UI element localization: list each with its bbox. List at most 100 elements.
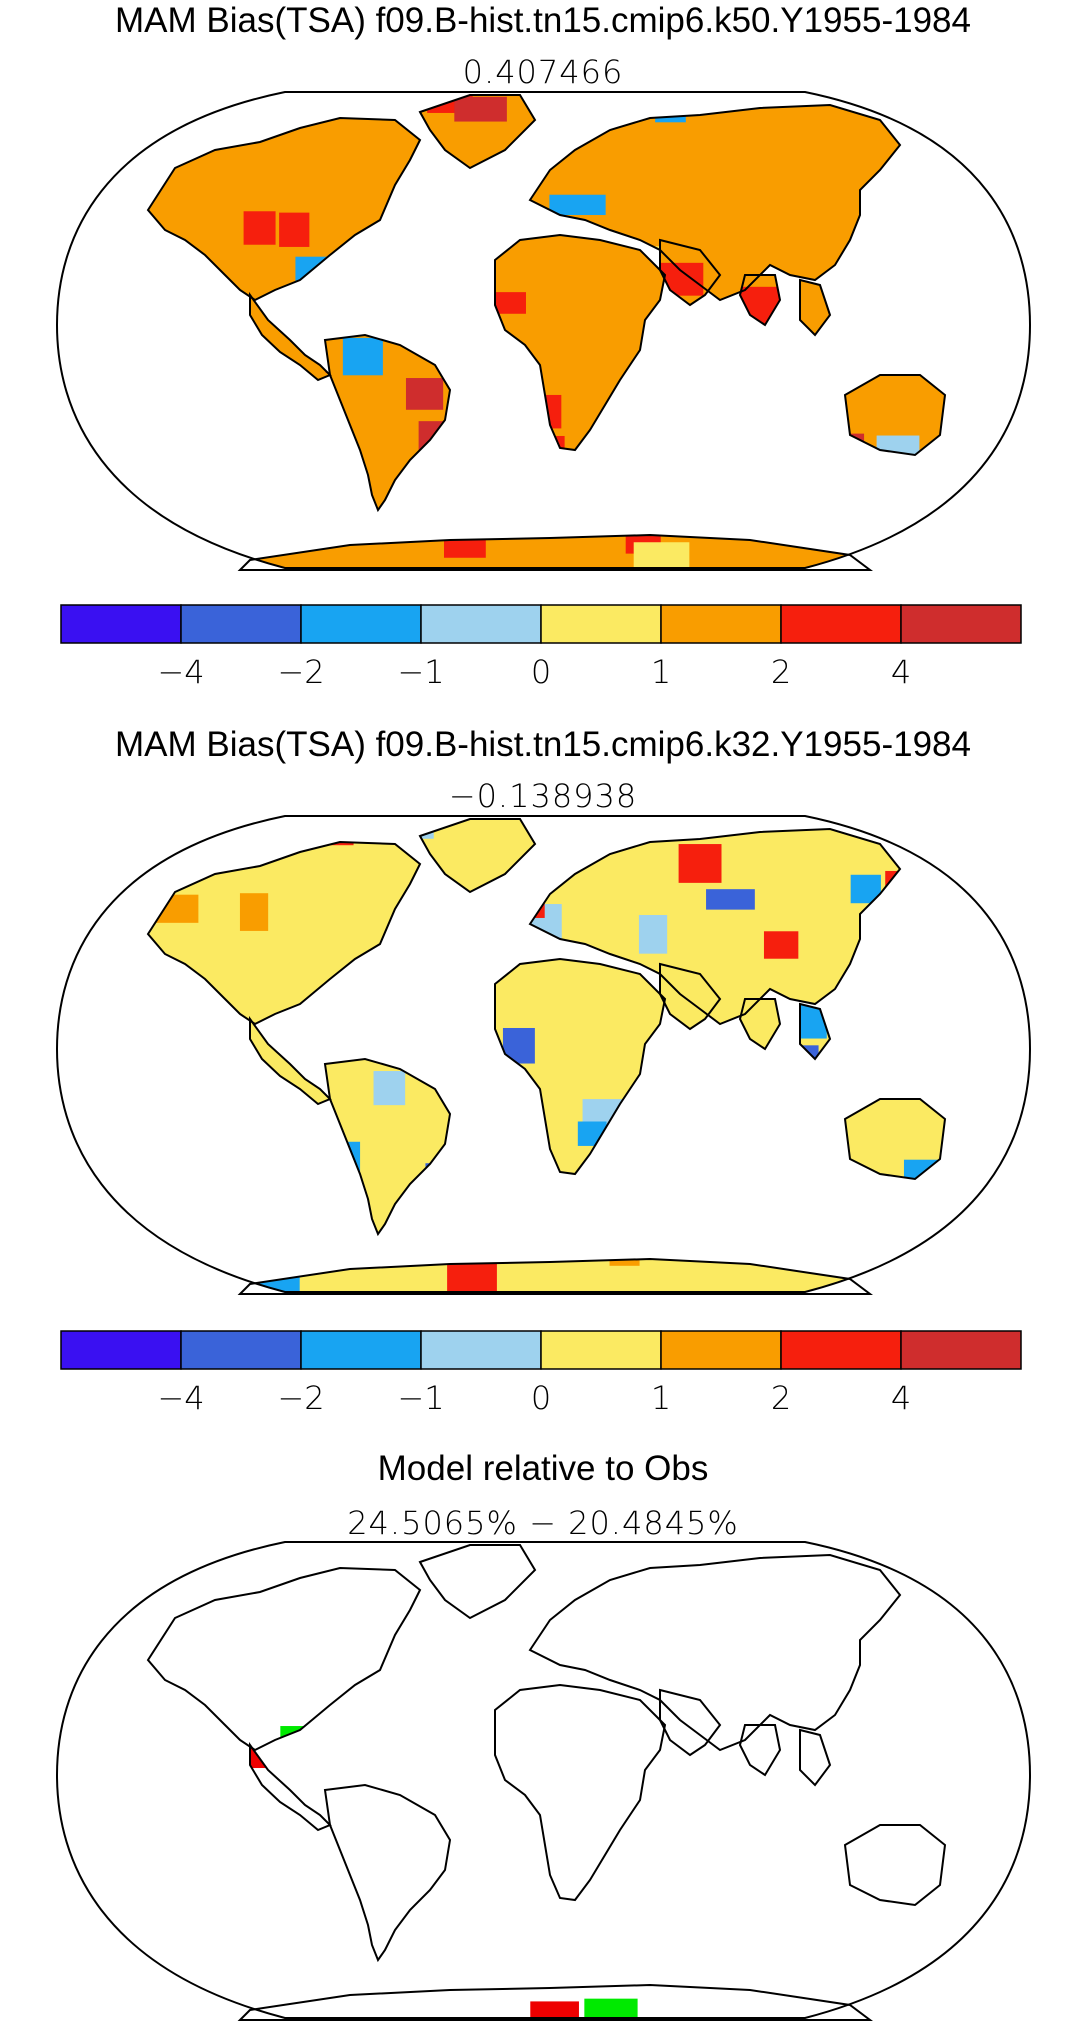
panel-1-colorbar: −4 −2 −1 0 1 2 4 — [60, 604, 1022, 690]
colorbar-swatch — [300, 1330, 422, 1370]
coastline-central-america — [249, 291, 332, 382]
map-frame — [55, 815, 1032, 1293]
landmass-greenland — [420, 1545, 535, 1618]
coastline-arabia — [659, 1688, 722, 1757]
colorbar-swatch — [420, 1330, 542, 1370]
coastline-greenland — [418, 1544, 537, 1620]
coastline-australia — [843, 374, 947, 457]
coastline-north-america — [146, 116, 422, 302]
coastline-india — [738, 274, 782, 327]
colorbar-tick-label: −4 — [157, 653, 204, 690]
colorbar-swatch — [780, 1330, 902, 1370]
colorbar-tick-label: 2 — [771, 1379, 791, 1416]
colorbar-tick-label: −2 — [277, 1379, 324, 1416]
coastline-africa — [494, 233, 667, 452]
colorbar-tick-label: 1 — [651, 1379, 671, 1416]
colorbar-swatch — [540, 1330, 662, 1370]
colorbar-swatch — [300, 604, 422, 644]
panel-2-colorbar: −4 −2 −1 0 1 2 4 — [60, 1330, 1022, 1416]
coastline-greenland — [418, 818, 537, 894]
colorbar-swatch — [660, 1330, 782, 1370]
landmass-north-america — [148, 1568, 420, 1750]
coastline-arabia — [659, 238, 722, 307]
landmass-australia — [845, 1099, 945, 1179]
landmass-greenland — [420, 819, 535, 892]
coastline-eurasia — [528, 827, 902, 1026]
landmass-australia — [845, 1825, 945, 1905]
panel-3-title: Model relative to Obs — [377, 1449, 709, 1488]
panel-2-bias-map — [55, 815, 1032, 1295]
landmass-eurasia — [530, 105, 900, 300]
coastline-central-america — [249, 1015, 332, 1106]
map3-land-layer — [148, 1545, 945, 2018]
coastline-southeast-asia — [799, 1728, 832, 1787]
coastline-eurasia — [528, 103, 902, 302]
coastline-arabia — [659, 962, 722, 1031]
coastline-antarctica — [237, 533, 873, 571]
colorbar-tick-label: 0 — [531, 1379, 551, 1416]
coastline-south-america — [323, 1057, 452, 1237]
colorbar-tick-label: −1 — [397, 1379, 444, 1416]
panel-1-bias-map — [55, 91, 1032, 571]
coastline-australia — [843, 1824, 947, 1907]
coastline-india — [738, 1724, 782, 1777]
map-frame — [55, 91, 1032, 569]
colorbar-swatch — [60, 604, 182, 644]
coastline-central-america — [249, 1741, 332, 1832]
coastline-south-america — [323, 1783, 452, 1963]
coastline-india — [738, 998, 782, 1051]
colorbar-swatch — [180, 1330, 302, 1370]
coastline-antarctica — [237, 1983, 873, 2021]
coastline-eurasia — [528, 1553, 902, 1752]
colorbar-swatch — [780, 604, 902, 644]
colorbar-tick-label: −1 — [397, 653, 444, 690]
landmass-africa — [495, 1685, 665, 1900]
coastline-antarctica — [237, 1257, 873, 1295]
map1-land-layer — [148, 95, 945, 568]
landmass-antarctica — [240, 535, 870, 568]
landmass-south-america — [325, 1059, 450, 1234]
panel-2-title: MAM Bias(TSA) f09.B-hist.tn15.cmip6.k32.… — [115, 725, 971, 764]
landmass-southeast-asia — [800, 280, 830, 335]
coastline-southeast-asia — [799, 1002, 832, 1061]
coastline-south-america — [323, 333, 452, 513]
landmass-africa — [495, 235, 665, 450]
landmass-eurasia — [530, 1555, 900, 1750]
coastline-africa — [494, 957, 667, 1176]
colorbar-tick-label: 4 — [891, 1379, 911, 1416]
colorbar-tick-label: 0 — [531, 653, 551, 690]
landmass-north-america — [148, 842, 420, 1024]
colorbar-swatch — [420, 604, 542, 644]
colorbar-swatch — [180, 604, 302, 644]
landmass-india — [740, 999, 780, 1049]
coastline-north-america — [146, 1566, 422, 1752]
landmass-south-america — [325, 1785, 450, 1960]
landmass-australia — [845, 375, 945, 455]
map-frame — [55, 1541, 1032, 2019]
landmass-central-america — [250, 1745, 330, 1830]
coastline-southeast-asia — [799, 278, 832, 337]
colorbar-tick-label: −4 — [157, 1379, 204, 1416]
landmass-eurasia — [530, 829, 900, 1024]
landmass-central-america — [250, 1019, 330, 1104]
colorbar-swatch — [900, 1330, 1022, 1370]
panel-3-percentages: 24.5065% − 20.4845% — [347, 1504, 739, 1542]
landmass-central-america — [250, 295, 330, 380]
coastline-africa — [494, 1683, 667, 1902]
landmass-india — [740, 1725, 780, 1775]
colorbar-swatch — [540, 604, 662, 644]
coastline-greenland — [418, 94, 537, 170]
landmass-north-america — [148, 118, 420, 300]
panel-2-global-mean: −0.138938 — [448, 777, 638, 815]
colorbar-swatch — [60, 1330, 182, 1370]
landmass-antarctica — [240, 1259, 870, 1292]
colorbar-tick-label: −2 — [277, 653, 324, 690]
map2-land-layer — [148, 819, 945, 1292]
panel-1-title: MAM Bias(TSA) f09.B-hist.tn15.cmip6.k50.… — [115, 1, 971, 40]
panel-1-global-mean: 0.407466 — [462, 53, 624, 91]
landmass-southeast-asia — [800, 1730, 830, 1785]
colorbar-tick-label: 1 — [651, 653, 671, 690]
colorbar-swatch — [900, 604, 1022, 644]
landmass-africa — [495, 959, 665, 1174]
coastline-north-america — [146, 840, 422, 1026]
